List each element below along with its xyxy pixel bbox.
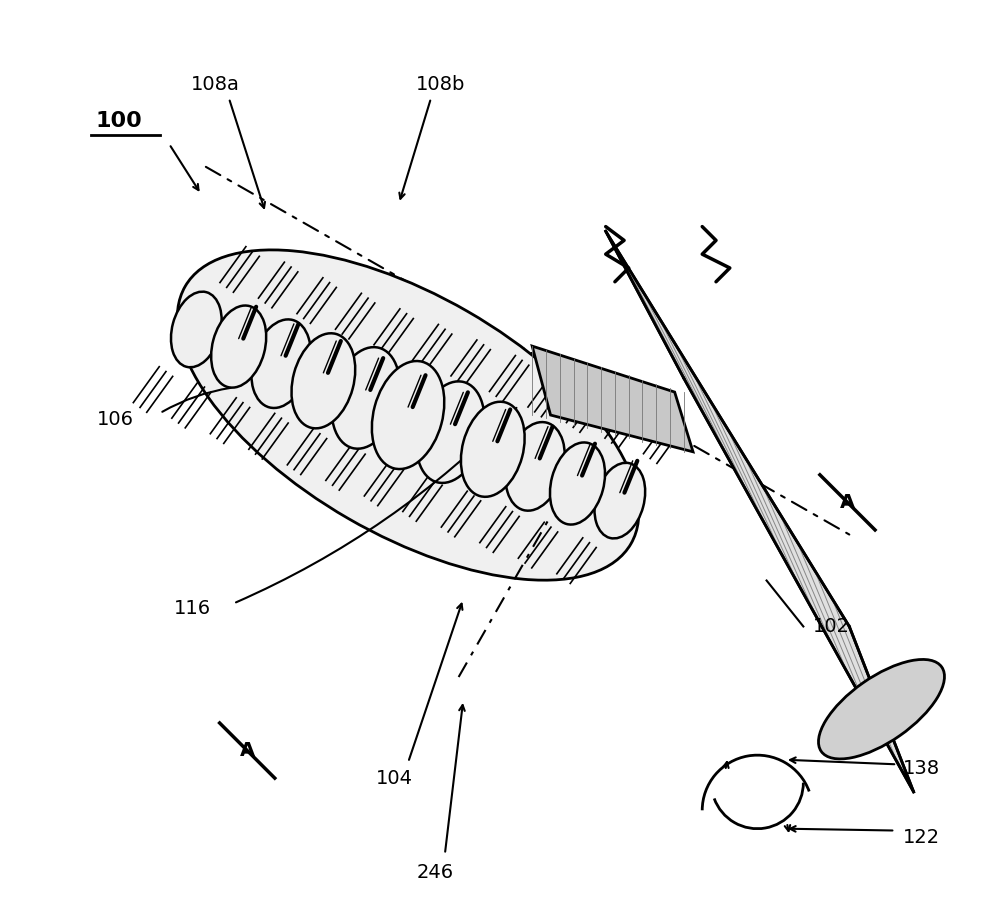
Ellipse shape: [332, 348, 400, 449]
Ellipse shape: [177, 250, 639, 580]
Ellipse shape: [461, 402, 525, 497]
Text: 138: 138: [903, 760, 940, 778]
Text: 104: 104: [376, 769, 413, 787]
Ellipse shape: [416, 382, 484, 483]
Polygon shape: [606, 231, 914, 792]
Text: A: A: [240, 741, 255, 760]
Text: 116: 116: [173, 598, 211, 618]
Text: 102: 102: [813, 617, 850, 636]
Ellipse shape: [505, 422, 565, 511]
Ellipse shape: [372, 361, 444, 469]
Ellipse shape: [171, 291, 222, 367]
Text: 106: 106: [97, 410, 134, 429]
Ellipse shape: [818, 659, 944, 759]
Text: A: A: [840, 493, 855, 512]
Ellipse shape: [211, 305, 266, 387]
Polygon shape: [532, 346, 693, 452]
Text: 108b: 108b: [416, 75, 465, 94]
Ellipse shape: [594, 463, 645, 538]
Ellipse shape: [550, 443, 605, 525]
Text: 122: 122: [903, 828, 940, 847]
Ellipse shape: [251, 319, 311, 408]
Text: 100: 100: [96, 111, 142, 131]
Text: 108a: 108a: [191, 75, 239, 94]
Ellipse shape: [291, 333, 355, 429]
Text: 246: 246: [417, 863, 454, 882]
